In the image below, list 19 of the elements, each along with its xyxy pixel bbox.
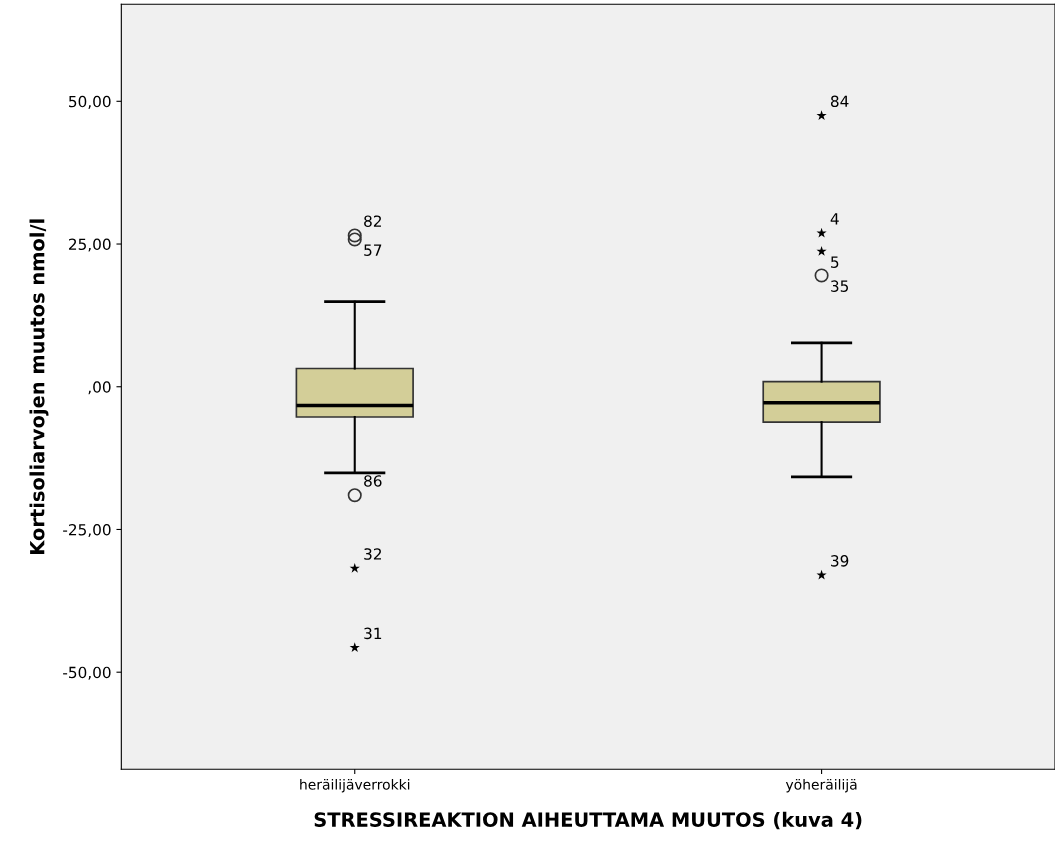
y-tick-label: 50,00 bbox=[69, 95, 111, 109]
x-tick-label: heräilijäverrokki bbox=[300, 778, 410, 793]
annotation: 31 bbox=[364, 627, 382, 640]
annotation: 35 bbox=[831, 280, 849, 292]
y-tick-label: ,00 bbox=[88, 381, 111, 395]
annotation: 39 bbox=[831, 555, 849, 567]
x-axis-title: STRESSIREAKTION AIHEUTTAMA MUUTOS (kuva 4) bbox=[314, 811, 862, 830]
annotation: 5 bbox=[831, 256, 839, 268]
annotation: 32 bbox=[364, 548, 381, 560]
annotation: 57 bbox=[364, 244, 382, 256]
annotation: 84 bbox=[830, 95, 849, 108]
x-tick-label: yöheräilijä bbox=[785, 778, 857, 793]
y-axis-title: Kortisoliarvojen muutos nmol/l bbox=[29, 219, 49, 554]
y-tick-label: -50,00 bbox=[63, 666, 111, 680]
annotation: 86 bbox=[364, 475, 382, 487]
y-tick-label: -25,00 bbox=[63, 523, 111, 538]
annotation: 82 bbox=[364, 215, 381, 227]
y-tick-label: 25,00 bbox=[68, 238, 111, 252]
annotation: 4 bbox=[830, 213, 839, 225]
